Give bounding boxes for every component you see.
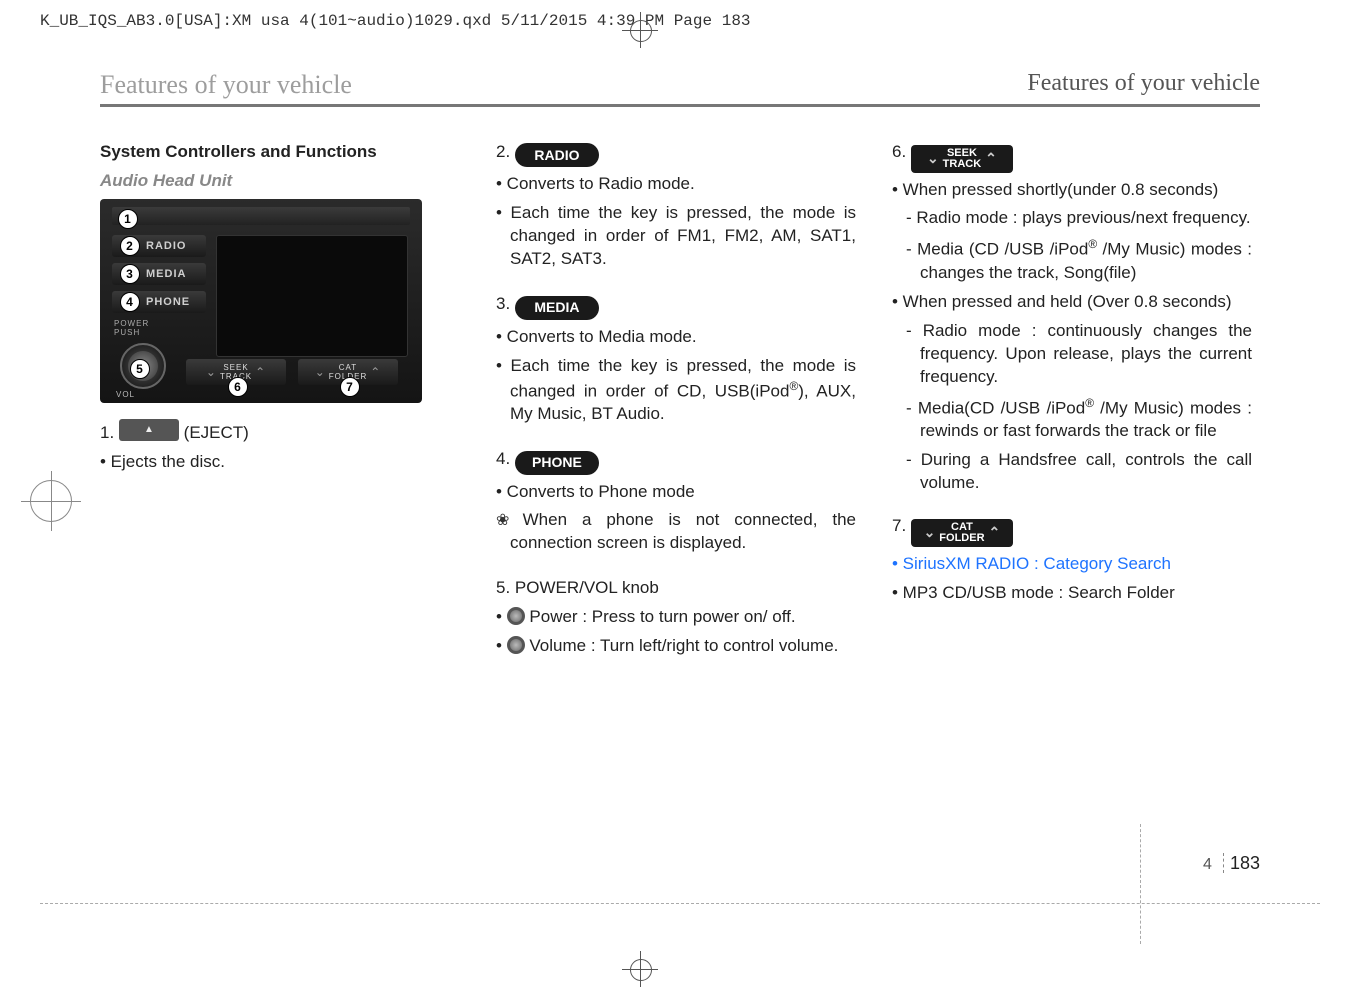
callout-6: 6 — [228, 377, 248, 397]
item-2-num: 2. — [496, 142, 510, 161]
callout-3: 3 — [120, 264, 140, 284]
column-2: 2. RADIO • Converts to Radio mode. • Eac… — [496, 135, 856, 664]
item-3-b1: • Converts to Media mode. — [496, 326, 856, 349]
cat-badge-top: CAT — [939, 522, 984, 533]
item-6-l1: - Radio mode : continuously changes the … — [892, 320, 1252, 389]
hu-radio-label: RADIO — [146, 240, 186, 252]
knob-icon — [507, 636, 525, 654]
item-1-num: 1. — [100, 423, 114, 442]
running-head-left: Features of your vehicle — [100, 70, 352, 100]
head-unit-illustration: 1 2 RADIO 3 MEDIA 4 PHONE POWERPUSH 5 VO… — [100, 199, 422, 403]
hu-phone-button: 4 PHONE — [112, 291, 206, 313]
item-1-label: (EJECT) — [184, 423, 249, 442]
seek-track-badge: ⌄ SEEK TRACK ⌃ — [911, 145, 1013, 173]
hu-phone-label: PHONE — [146, 296, 190, 308]
seek-badge-bot: TRACK — [943, 159, 982, 170]
hu-vol-label: VOL — [116, 390, 135, 399]
item-5-b2: • Volume : Turn left/right to control vo… — [496, 635, 856, 658]
item-6-long: • When pressed and held (Over 0.8 second… — [892, 291, 1252, 314]
hu-media-label: MEDIA — [146, 268, 186, 280]
item-4-num: 4. — [496, 449, 510, 468]
cat-badge-bot: FOLDER — [939, 533, 984, 544]
item-4-b1: • Converts to Phone mode — [496, 481, 856, 504]
callout-7: 7 — [340, 377, 360, 397]
item-7-num: 7. — [892, 516, 906, 535]
item-6-s1: - Radio mode : plays previous/next frequ… — [892, 207, 1252, 230]
item-6-s2-pre: - Media (CD /USB /iPod — [906, 240, 1088, 259]
cat-folder-badge: ⌄ CAT FOLDER ⌃ — [911, 519, 1013, 547]
folio-page: 183 — [1230, 853, 1260, 873]
item-5-b1-text: Power : Press to turn power on/ off. — [525, 607, 796, 626]
item-7-b1: • SiriusXM RADIO : Category Search — [892, 553, 1252, 576]
audio-head-unit-label: Audio Head Unit — [100, 170, 460, 193]
eject-icon — [119, 419, 179, 441]
item-4-b2-text: When a phone is not connected, the conne… — [510, 510, 856, 552]
item-6-num: 6. — [892, 142, 906, 161]
item-7-b2: • MP3 CD/USB mode : Search Folder — [892, 582, 1252, 605]
hu-radio-button: 2 RADIO — [112, 235, 206, 257]
binding-mark — [30, 480, 72, 522]
crop-dashed-line — [40, 903, 1320, 904]
hu-power-label: POWERPUSH — [114, 319, 149, 337]
item-2-b1: • Converts to Radio mode. — [496, 173, 856, 196]
item-5-b2-text: Volume : Turn left/right to control volu… — [525, 636, 839, 655]
item-6-l3: - During a Handsfree call, controls the … — [892, 449, 1252, 495]
callout-1: 1 — [118, 209, 138, 229]
section-title: System Controllers and Functions — [100, 141, 460, 164]
item-3-num: 3. — [496, 294, 510, 313]
callout-4: 4 — [120, 292, 140, 312]
item-4-b2: When a phone is not connected, the conne… — [496, 509, 856, 555]
callout-5: 5 — [130, 359, 150, 379]
phone-badge: PHONE — [515, 451, 599, 475]
folio: 4 183 — [1203, 853, 1260, 874]
hu-media-button: 3 MEDIA — [112, 263, 206, 285]
callout-2: 2 — [120, 236, 140, 256]
item-6-short: • When pressed shortly(under 0.8 seconds… — [892, 179, 1252, 202]
seek-badge-top: SEEK — [943, 148, 982, 159]
item-3-b2: • Each time the key is pressed, the mode… — [496, 355, 856, 426]
register-mark-top — [630, 20, 652, 42]
item-5-b1: • Power : Press to turn power on/ off. — [496, 606, 856, 629]
media-badge: MEDIA — [515, 296, 599, 320]
folio-dashed-vertical — [1140, 824, 1142, 944]
running-head: Features of your vehicle Features of you… — [100, 70, 1260, 107]
register-mark-bottom — [630, 959, 652, 981]
radio-badge: RADIO — [515, 143, 599, 167]
item-6-s2: - Media (CD /USB /iPod® /My Music) modes… — [892, 236, 1252, 285]
item-5-title: 5. POWER/VOL knob — [496, 577, 856, 600]
hu-cat-top: CAT — [339, 363, 357, 372]
note-icon — [496, 510, 523, 529]
folio-chapter: 4 — [1203, 856, 1212, 873]
knob-icon — [507, 607, 525, 625]
column-3: 6. ⌄ SEEK TRACK ⌃ • When pressed shortly… — [892, 135, 1252, 664]
item-1-desc: • Ejects the disc. — [100, 451, 460, 474]
column-1: System Controllers and Functions Audio H… — [100, 135, 460, 664]
hu-seek-top: SEEK — [223, 363, 248, 372]
hu-screen — [216, 235, 408, 357]
item-6-l2-pre: - Media(CD /USB /iPod — [906, 398, 1085, 417]
running-head-right: Features of your vehicle — [1027, 70, 1260, 100]
item-6-l2: - Media(CD /USB /iPod® /My Music) modes … — [892, 395, 1252, 444]
item-2-b2: • Each time the key is pressed, the mode… — [496, 202, 856, 271]
